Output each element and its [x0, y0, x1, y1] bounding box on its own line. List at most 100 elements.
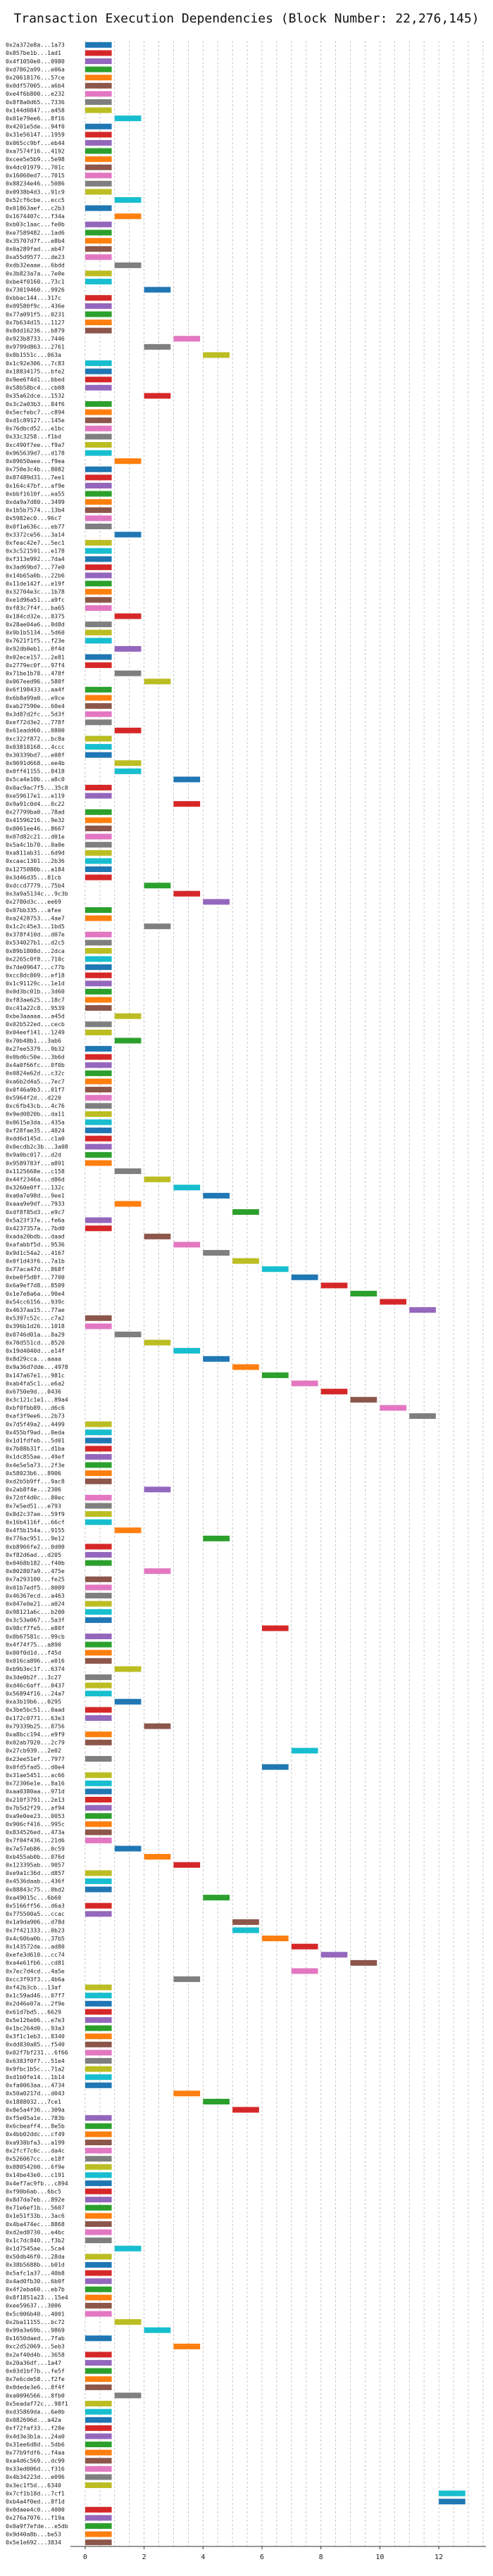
- y-tick-label: 0x1c91129c...1e1d: [6, 980, 65, 987]
- transaction-bar: [173, 1348, 201, 1354]
- transaction-bar: [85, 1731, 112, 1738]
- transaction-bar: [439, 2499, 466, 2505]
- y-tick-label: 0x3b823a7a...7e0e: [6, 270, 65, 277]
- transaction-bar: [85, 858, 112, 864]
- transaction-bar: [85, 842, 112, 848]
- transaction-bar: [85, 2033, 112, 2040]
- transaction-bar: [85, 2294, 112, 2301]
- transaction-bar: [85, 588, 112, 595]
- transaction-bar: [85, 540, 112, 546]
- y-tick-label: 0x3ec1f5d...6340: [6, 2482, 61, 2489]
- transaction-bar: [173, 2090, 201, 2097]
- y-tick-label: 0xb9b3ec1f...6374: [6, 1665, 65, 1672]
- y-tick-label: 0x0f1d43f6...7a1b: [6, 1257, 65, 1264]
- y-tick-label: 0xdf8f85d3...e9c7: [6, 1208, 65, 1216]
- y-tick-label: 0x1275080b...a184: [6, 866, 65, 873]
- y-tick-label: 0x0dede3e6...8f4f: [6, 2384, 65, 2391]
- y-tick-label: 0x1888032...7ce1: [6, 2098, 61, 2105]
- transaction-bar: [144, 286, 171, 293]
- transaction-bar: [203, 1250, 230, 1256]
- y-tick-label: 0x4ba474ec...8868: [6, 2221, 65, 2228]
- y-tick-label: 0x143572de...ad80: [6, 1943, 65, 1950]
- transaction-bar: [85, 91, 112, 97]
- y-tick-label: 0x5e1e692...3834: [6, 2539, 61, 2546]
- y-tick-label: 0x0ecdb2c3b...3a08: [6, 1143, 68, 1150]
- y-tick-label: 0x3c521591...e178: [6, 548, 65, 555]
- y-tick-label: 0xaaa9e9df...7933: [6, 1200, 65, 1207]
- y-tick-label: 0x965639d7...d178: [6, 449, 65, 456]
- transaction-bar: [85, 1715, 112, 1721]
- y-tick-label: 0x2780d3c...ee69: [6, 898, 61, 905]
- transaction-bar: [144, 1176, 171, 1182]
- transaction-bar: [85, 2074, 112, 2081]
- transaction-bar: [114, 2392, 142, 2399]
- y-tick-label: 0x2265c0f8...710c: [6, 955, 65, 962]
- transaction-bar: [85, 2115, 112, 2121]
- transaction-bar: [85, 940, 112, 946]
- y-tick-label: 0xa55d9577...de23: [6, 253, 65, 260]
- y-tick-label: 0xdccd7779...75b4: [6, 882, 65, 889]
- y-tick-label: 0x276a7076...f19a: [6, 2514, 65, 2521]
- transaction-bar: [144, 1723, 171, 1729]
- transaction-bar: [85, 931, 112, 937]
- transaction-bar: [114, 727, 142, 733]
- transaction-bar: [173, 1185, 201, 1191]
- transaction-bar: [85, 2311, 112, 2317]
- transaction-bar: [114, 1168, 142, 1175]
- y-tick-label: 0xfeac42e7...5ec1: [6, 539, 65, 546]
- transaction-bar: [114, 115, 142, 122]
- transaction-bar: [85, 1911, 112, 1917]
- transaction-bar: [85, 785, 112, 791]
- transaction-bar: [144, 1233, 171, 1239]
- y-tick-label: 0xa0096566...8fb0: [6, 2392, 65, 2399]
- y-tick-label: 0xb03c1aac...fe0b: [6, 221, 65, 228]
- transaction-bar: [85, 2009, 112, 2015]
- transaction-bar: [320, 1282, 348, 1289]
- y-tick-label: 0x4c60ba0b...37b5: [6, 1935, 65, 1942]
- transaction-bar: [380, 1405, 407, 1411]
- transaction-bar: [85, 425, 112, 431]
- y-tick-label: 0x9a91c0d4...0c22: [6, 800, 65, 807]
- transaction-bar: [85, 915, 112, 921]
- y-tick-label: 0x2ef40d4b...3658: [6, 2351, 65, 2358]
- y-tick-label: 0x0fd5fad5...d0e4: [6, 1763, 65, 1770]
- y-tick-label: 0x27cb939...2e02: [6, 1747, 61, 1754]
- transaction-bar: [85, 1511, 112, 1517]
- y-tick-label: 0xdd830a85...f540: [6, 2041, 65, 2048]
- transaction-bar: [85, 2433, 112, 2439]
- y-tick-label: 0x28ae04a6...0d8d: [6, 621, 65, 628]
- y-tick-label: 0x4201e5de...94f0: [6, 123, 65, 130]
- transaction-bar: [85, 246, 112, 252]
- y-tick-label: 0x52cf6cbe...ecc5: [6, 196, 65, 203]
- y-tick-label: 0x9799d863...2761: [6, 343, 65, 351]
- y-tick-label: 0xd1b0fe14...1b14: [6, 2073, 65, 2081]
- y-tick-label: 0x76dbcd52...e1bc: [6, 425, 65, 432]
- transaction-bar: [114, 645, 142, 652]
- y-tick-label: 0x89b1808d...2dca: [6, 947, 65, 954]
- y-tick-label: 0xe59617e1...e119: [6, 792, 65, 799]
- transaction-bar: [85, 1609, 112, 1615]
- transaction-bar: [85, 997, 112, 1003]
- y-tick-label: 0x2779ec0f...97f4: [6, 662, 65, 669]
- y-tick-label: 0x3f1c1eb3...8340: [6, 2033, 65, 2040]
- transaction-bar: [114, 1013, 142, 1019]
- y-tick-label: 0xf82d6ad...d205: [6, 1551, 61, 1558]
- transaction-bar: [85, 1470, 112, 1477]
- y-tick-label: 0xdb32eaae...6bdd: [6, 262, 65, 269]
- transaction-bar: [85, 719, 112, 726]
- transaction-bar: [85, 556, 112, 562]
- transaction-bar: [85, 1600, 112, 1607]
- y-tick-label: 0x1d7545ae...5ca4: [6, 2245, 65, 2252]
- y-tick-label: 0x71e6ef1b...5607: [6, 2204, 65, 2211]
- y-tick-label: 0x72306e1e...8a16: [6, 1780, 65, 1787]
- y-tick-label: 0x16b4116f...66cf: [6, 1518, 65, 1525]
- y-tick-label: 0xf90b6ab...6bc5: [6, 2187, 61, 2195]
- y-tick-label: 0x0d3bc01b...3d60: [6, 988, 65, 995]
- y-tick-label: 0x50a0217d...d043: [6, 2090, 65, 2097]
- transaction-bar: [85, 2384, 112, 2390]
- transaction-bar: [85, 1821, 112, 1827]
- transaction-bar: [85, 1446, 112, 1452]
- y-tick-label: 0x4f2eba60...eb7b: [6, 2286, 65, 2293]
- transaction-bar: [85, 156, 112, 163]
